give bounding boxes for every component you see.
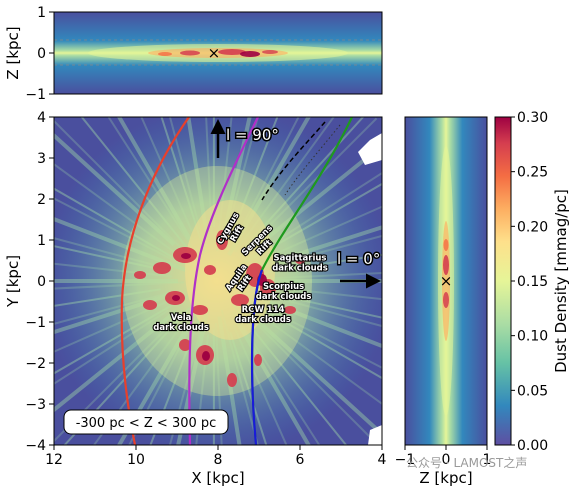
purple-curve (188, 117, 259, 445)
top-y-tick-label: 1 (37, 5, 46, 21)
right-sun-marker: × (440, 272, 453, 290)
cloud-annotation-label: Sagittarius dark clouds (272, 254, 328, 274)
blue-curve (250, 269, 264, 445)
main-y-tick-label: −3 (25, 397, 46, 413)
colorbar-tick-label: 0.25 (517, 165, 548, 181)
watermark: 公众号 · LAMOST之声 (406, 456, 528, 470)
right-panel: × −1 0 1 Z [kpc] (395, 116, 492, 487)
colorbar-ticks: 0.30 0.25 0.20 0.15 0.10 0.05 0.00 (511, 110, 548, 454)
main-y-tick-label: −1 (25, 315, 46, 331)
main-y-tick-label: 2 (37, 192, 46, 208)
main-y-tick-label: −2 (25, 356, 46, 372)
main-x-tick-label: 12 (45, 452, 63, 468)
colorbar-tick-label: 0.10 (517, 329, 548, 345)
colorbar-tick-label: 0.15 (517, 274, 548, 290)
colorbar-tick-label: 0.30 (517, 110, 548, 126)
main-y-tick-label: 1 (37, 233, 46, 249)
dashed-curve (261, 121, 326, 201)
cloud-annotation-label: RCW 114 dark clouds (235, 305, 291, 325)
main-y-tick-label: −4 (25, 438, 46, 454)
main-y-tick-label: 0 (37, 274, 46, 290)
red-curve (120, 117, 190, 445)
colorbar-tick-label: 0.05 (517, 383, 548, 399)
main-x-tick-label: 8 (214, 452, 223, 468)
top-sun-marker: × (208, 44, 221, 62)
right-x-tick-label: 0 (442, 452, 451, 468)
colorbar-tick-label: 0.00 (517, 438, 548, 454)
main-x-tick-label: 4 (378, 452, 387, 468)
main-x-ticks: 12 10 8 6 4 (45, 445, 387, 468)
main-y-ticks: 4 3 2 1 0 −1 −2 −3 −4 (25, 110, 54, 454)
top-y-tick-label: −1 (25, 87, 46, 103)
top-y-axis-label: Z [kpc] (4, 26, 22, 79)
top-y-ticks: 1 0 −1 (25, 5, 54, 103)
cloud-annotation-label: Vela dark clouds (153, 313, 209, 333)
main-x-axis-label: X [kpc] (191, 469, 244, 487)
colorbar-gradient (494, 116, 512, 446)
colorbar-tick-label: 0.20 (517, 219, 548, 235)
right-x-ticks: −1 0 1 (395, 445, 492, 468)
main-panel-heatmap (54, 117, 382, 445)
main-panel: l = 90° l = 0° CygnusRiftSerpensRiftSagi… (4, 110, 387, 487)
main-x-tick-label: 10 (127, 452, 145, 468)
main-x-tick-label: 6 (296, 452, 305, 468)
main-y-tick-label: 4 (37, 110, 46, 126)
z-range-box (63, 409, 229, 435)
z-range-text: -300 pc < Z < 300 pc (76, 416, 217, 431)
arrow-up-label: l = 90° (226, 126, 279, 144)
right-x-tick-label: 1 (483, 452, 492, 468)
top-y-tick-label: 0 (37, 46, 46, 62)
right-x-tick-label: −1 (395, 452, 416, 468)
top-panel: × 1 0 −1 Z [kpc] (4, 5, 383, 103)
cloud-annotation-label: Scorpius dark clouds (256, 282, 312, 302)
main-y-tick-label: 3 (37, 151, 46, 167)
dotted-curve (284, 124, 341, 196)
arrow-right-label: l = 0° (337, 250, 380, 268)
colorbar-label: Dust Density [mmag/pc] (552, 189, 570, 373)
main-y-axis-label: Y [kpc] (4, 255, 22, 308)
right-x-axis-label: Z [kpc] (419, 469, 472, 487)
colorbar: 0.30 0.25 0.20 0.15 0.10 0.05 0.00 Dust Densit… (494, 110, 570, 454)
